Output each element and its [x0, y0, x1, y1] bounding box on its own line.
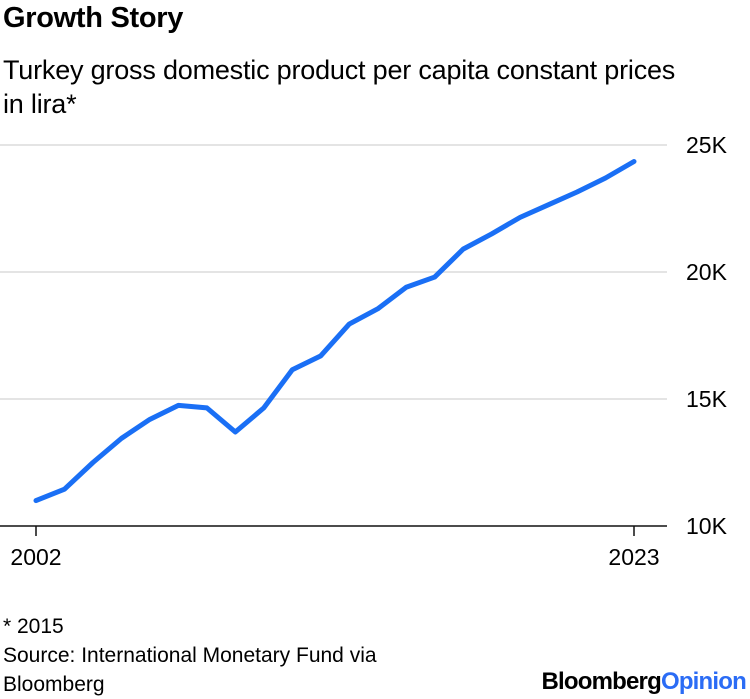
y-tick-label: 25K — [686, 132, 728, 158]
footnote: * 2015 — [3, 615, 64, 638]
logo-opinion: Opinion — [660, 668, 747, 695]
series-line — [33, 159, 637, 504]
logo-bloomberg: Bloomberg — [541, 668, 661, 695]
footnote-block: * 2015 Source: International Monetary Fu… — [3, 612, 473, 699]
y-tick-label: 15K — [686, 386, 728, 412]
source-note: Source: International Monetary Fund via … — [3, 644, 377, 696]
chart-subtitle: Turkey gross domestic product per capita… — [3, 55, 676, 119]
y-tick-label: 20K — [686, 259, 728, 285]
x-tick-label: 2002 — [10, 544, 61, 570]
x-tick-label: 2023 — [608, 544, 659, 570]
bloomberg-opinion-logo: BloombergOpinion — [541, 668, 746, 696]
y-tick-label: 10K — [686, 513, 728, 539]
chart-title: Growth Story — [3, 2, 184, 34]
